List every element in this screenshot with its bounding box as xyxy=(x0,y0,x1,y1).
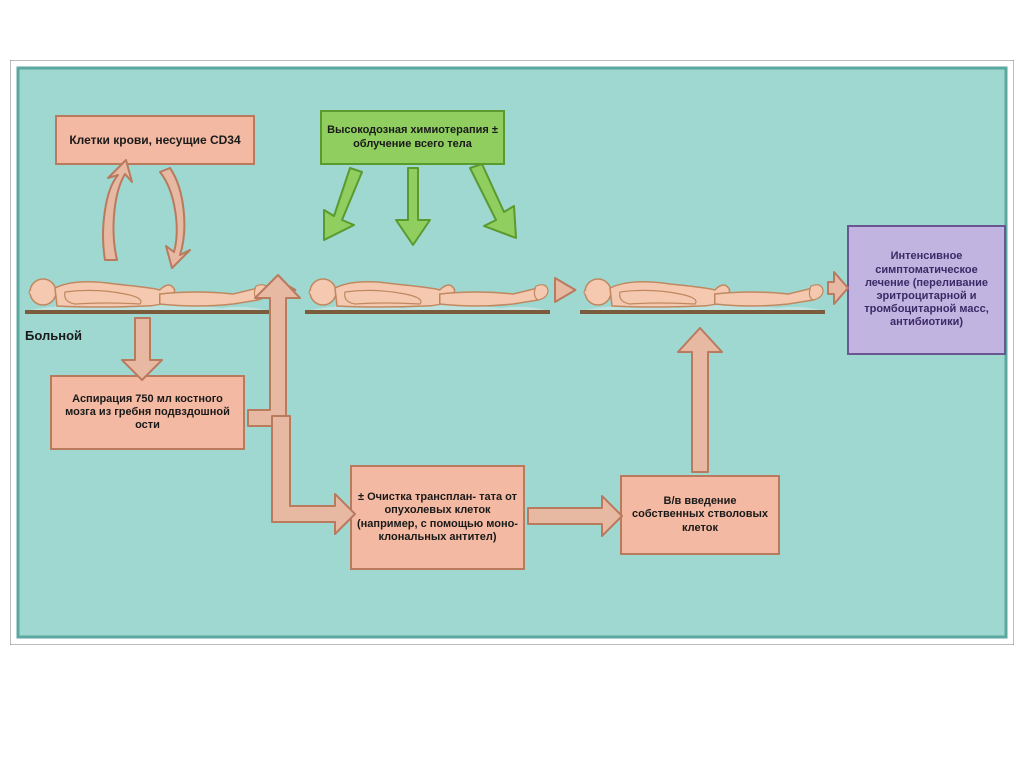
arrow-to-aspiration xyxy=(122,318,162,380)
arrow-patient3-to-intensive xyxy=(828,272,848,304)
arrow-aspiration-to-cleaning xyxy=(272,416,355,534)
arrows-layer xyxy=(10,60,1014,645)
arrow-cleaning-to-iv xyxy=(528,496,622,536)
chemo-arrow-right xyxy=(470,164,516,238)
arrow-cd34-down xyxy=(160,168,190,268)
chemo-arrow-center xyxy=(396,168,430,245)
arrow-iv-to-patient3 xyxy=(678,328,722,472)
chemo-arrow-left xyxy=(324,168,362,240)
diagram-canvas: Клетки крови, несущие CD34 Высокодозная … xyxy=(10,60,1014,645)
arrow-aspiration-vertical xyxy=(248,275,300,426)
triangle-p2-p3 xyxy=(555,278,575,302)
arrow-cd34-up xyxy=(103,160,132,260)
